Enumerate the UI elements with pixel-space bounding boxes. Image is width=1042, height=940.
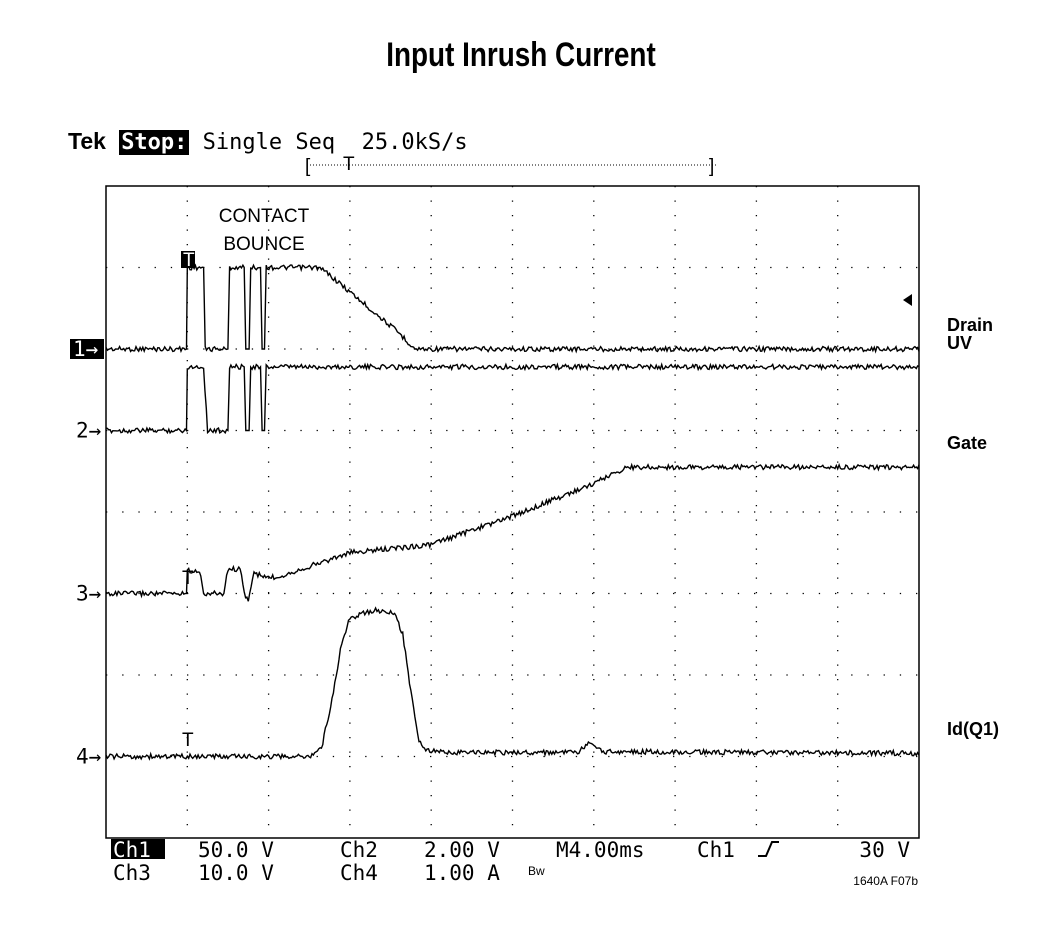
annotation-contact: CONTACT [219, 206, 310, 227]
channel-marker-box-1 [70, 339, 104, 359]
footer-timebase: M4.00ms [556, 838, 645, 862]
footer-trigger-source: Ch1 [697, 838, 735, 862]
channel-marker-3: 3→ [76, 582, 101, 606]
scope-status-header: Tek Stop: Single Seq 25.0kS/s [68, 128, 468, 155]
figure-id: 1640A F07b [853, 874, 918, 888]
annotations: CONTACT BOUNCE T T T [181, 206, 912, 751]
record-bar-trigger-marker: T [343, 154, 355, 175]
footer-ch2-scale: 2.00 V [424, 838, 500, 862]
footer-ch4-scale: 1.00 A [424, 861, 500, 885]
channel-marker-2: 2→ [76, 419, 101, 443]
trigger-level-arrow-icon [903, 294, 912, 306]
channel-marker-1: 1→ [73, 337, 98, 361]
footer-ch2: Ch2 [340, 838, 378, 862]
footer-ch1: Ch1 [113, 838, 151, 862]
trace-gate [105, 462, 920, 602]
channel-markers: 1→ 2→ 3→ 4→ [70, 337, 104, 769]
trace-id-q1 [105, 606, 920, 761]
trace-uv [105, 362, 920, 435]
channel-marker-4: 4→ [76, 745, 101, 769]
record-bar-start-bracket: [ [305, 156, 311, 177]
chart-title: Input Inrush Current [386, 36, 656, 74]
scope-state-badge: Stop: [119, 130, 190, 155]
plot-border [105, 185, 920, 839]
footer-ch4: Ch4 [340, 861, 378, 885]
traces [105, 263, 920, 761]
scope-settings-footer: Ch1 50.0 V Ch2 2.00 V M4.00ms Ch1 30 V C… [111, 838, 918, 888]
trace-drain [105, 263, 920, 354]
rising-edge-icon [758, 841, 779, 857]
record-length-bar: [ ] T [305, 154, 716, 177]
footer-ch3-scale: 10.0 V [198, 861, 274, 885]
trace-label-gate: Gate [947, 433, 987, 453]
footer-trigger-level: 30 V [859, 838, 910, 862]
trigger-marker-drain: T [183, 250, 195, 271]
footer-ch1-scale: 50.0 V [198, 838, 274, 862]
trigger-marker-current: T [182, 730, 194, 751]
trace-label-uv: UV [947, 333, 972, 353]
trigger-marker-gate: T [182, 568, 194, 589]
graticule [105, 185, 920, 839]
footer-bw-limit: Bw [528, 864, 545, 878]
trace-label-drain: Drain [947, 315, 993, 335]
trace-label-id-q1: Id(Q1) [947, 719, 999, 739]
annotation-bounce: BOUNCE [223, 234, 304, 255]
trigger-marker-box [181, 251, 195, 268]
ch1-highlight [111, 839, 165, 859]
scope-acquisition-mode: Single Seq [202, 130, 336, 155]
footer-ch3: Ch3 [113, 861, 151, 885]
scope-sample-rate: 25.0kS/s [361, 130, 468, 155]
scope-brand: Tek [68, 128, 106, 154]
record-bar-end-bracket: ] [709, 156, 714, 177]
